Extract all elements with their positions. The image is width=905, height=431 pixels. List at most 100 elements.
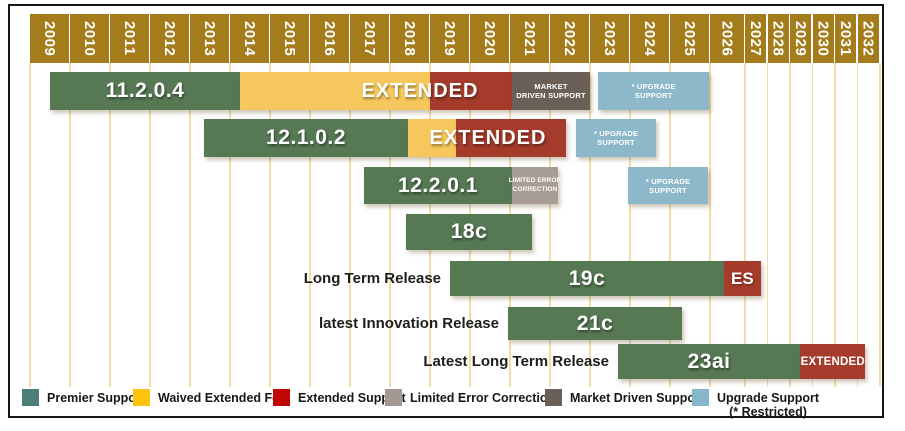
bar-segment-extended — [456, 119, 566, 157]
bar-label: * UPGRADE SUPPORT — [645, 176, 691, 195]
bar-segment-premier: 18c — [406, 214, 532, 250]
bar-segment-lec: LIMITED ERROR CORRECTION — [509, 167, 561, 204]
year-label: 2016 — [310, 14, 349, 63]
year-gridline — [149, 63, 151, 387]
year-gridline — [269, 63, 271, 387]
legend-item: Market Driven Support — [545, 389, 704, 406]
year-label: 2014 — [230, 14, 269, 63]
year-gridline — [29, 63, 31, 387]
year-gridline — [389, 63, 391, 387]
year-label: 2011 — [110, 14, 149, 63]
bar-label: 11.2.0.4 — [105, 79, 185, 102]
year-label: 2020 — [470, 14, 509, 63]
row-label: latest Innovation Release — [318, 314, 499, 332]
row-label: Long Term Release — [303, 269, 441, 287]
bar-label: 12.2.0.1 — [398, 173, 478, 197]
legend-swatch — [692, 389, 709, 406]
year-gridline — [811, 63, 814, 387]
bar-label: 23ai — [687, 349, 731, 373]
bar-segment-premier: 19c — [450, 261, 724, 296]
legend-swatch — [133, 389, 150, 406]
legend-label: Premier Support — [47, 391, 145, 405]
year-label: 2021 — [510, 14, 549, 63]
year-gridline — [229, 63, 231, 387]
year-label: 2018 — [390, 14, 429, 63]
bar-segment-mds: MARKET DRIVEN SUPPORT — [512, 72, 590, 110]
legend-item: Premier Support — [22, 389, 145, 406]
year-label: 2024 — [630, 14, 669, 63]
bar-segment-premier: 11.2.0.4 — [50, 72, 240, 110]
year-gridline — [766, 63, 769, 387]
year-label: 2023 — [590, 14, 629, 63]
bar-label: 12.1.0.2 — [266, 126, 346, 149]
bar-segment-premier: 12.2.0.1 — [364, 167, 512, 204]
year-label: 2022 — [550, 14, 589, 63]
legend-swatch — [273, 389, 290, 406]
bar-label: 18c — [450, 220, 488, 243]
year-label: 2009 — [30, 14, 69, 63]
legend-item: Upgrade Support (* Restricted) — [692, 389, 819, 420]
bar-segment-extended — [430, 72, 512, 110]
year-gridline — [789, 63, 791, 387]
legend-swatch — [545, 389, 562, 406]
bar-segment-waived — [240, 72, 430, 110]
legend-label: Market Driven Support — [570, 391, 705, 405]
bar-segment-premier: 12.1.0.2 — [204, 119, 408, 157]
year-label: 2032 — [857, 14, 879, 63]
year-label: 2030 — [812, 14, 834, 63]
year-label: 2015 — [270, 14, 309, 63]
year-label: 2029 — [790, 14, 811, 63]
bar-label: * UPGRADE SUPPORT — [631, 82, 676, 100]
year-label: 2017 — [350, 14, 389, 63]
year-gridline — [349, 63, 351, 387]
bar-label: EXTENDED — [800, 355, 865, 368]
bar-segment-premier: 23ai — [618, 344, 801, 379]
year-gridline — [879, 63, 881, 387]
year-gridline — [549, 63, 551, 387]
year-gridline — [309, 63, 311, 387]
year-label: 2031 — [835, 14, 856, 63]
year-gridline — [589, 63, 591, 387]
year-gridline — [109, 63, 111, 387]
bar-segment-waived — [408, 119, 456, 157]
bar-segment-upgrade: * UPGRADE SUPPORT — [576, 119, 656, 157]
legend-item: Waived Extended Fee — [133, 389, 286, 406]
bar-label: LIMITED ERROR CORRECTION — [508, 177, 562, 193]
year-label: 2010 — [70, 14, 109, 63]
year-label: 2028 — [767, 14, 789, 63]
year-gridline — [834, 63, 836, 387]
year-gridline — [189, 63, 191, 387]
year-label: 2027 — [745, 14, 766, 63]
legend-item: Limited Error Correction — [385, 389, 555, 406]
legend-label: Waived Extended Fee — [158, 391, 287, 405]
year-label: 2019 — [430, 14, 469, 63]
bar-segment-premier: 21c — [508, 307, 682, 340]
bar-label: MARKET DRIVEN SUPPORT — [516, 82, 586, 100]
bar-segment-extended: ES — [724, 261, 761, 296]
year-gridline — [744, 63, 746, 387]
bar-segment-upgrade: * UPGRADE SUPPORT — [598, 72, 710, 110]
bar-label: 21c — [576, 311, 614, 335]
year-label: 2025 — [670, 14, 709, 63]
year-label: 2013 — [190, 14, 229, 63]
bar-segment-extended: EXTENDED — [800, 344, 866, 379]
legend-swatch — [22, 389, 39, 406]
year-gridline — [629, 63, 631, 387]
year-gridline — [856, 63, 859, 387]
legend-label: Limited Error Correction — [410, 391, 556, 405]
year-gridline — [669, 63, 671, 387]
year-gridline — [69, 63, 71, 387]
year-gridline — [709, 63, 711, 387]
bar-label: 19c — [568, 266, 606, 290]
bar-segment-upgrade: * UPGRADE SUPPORT — [628, 167, 708, 204]
bar-label: * UPGRADE SUPPORT — [593, 129, 639, 147]
chart-frame — [8, 4, 884, 418]
year-label: 2026 — [710, 14, 744, 63]
bar-label: ES — [731, 268, 754, 288]
legend-label: Upgrade Support (* Restricted) — [717, 391, 820, 420]
legend-label: Extended Support — [298, 391, 406, 405]
year-label: 2012 — [150, 14, 189, 63]
legend-swatch — [385, 389, 402, 406]
row-label: Latest Long Term Release — [423, 352, 609, 370]
